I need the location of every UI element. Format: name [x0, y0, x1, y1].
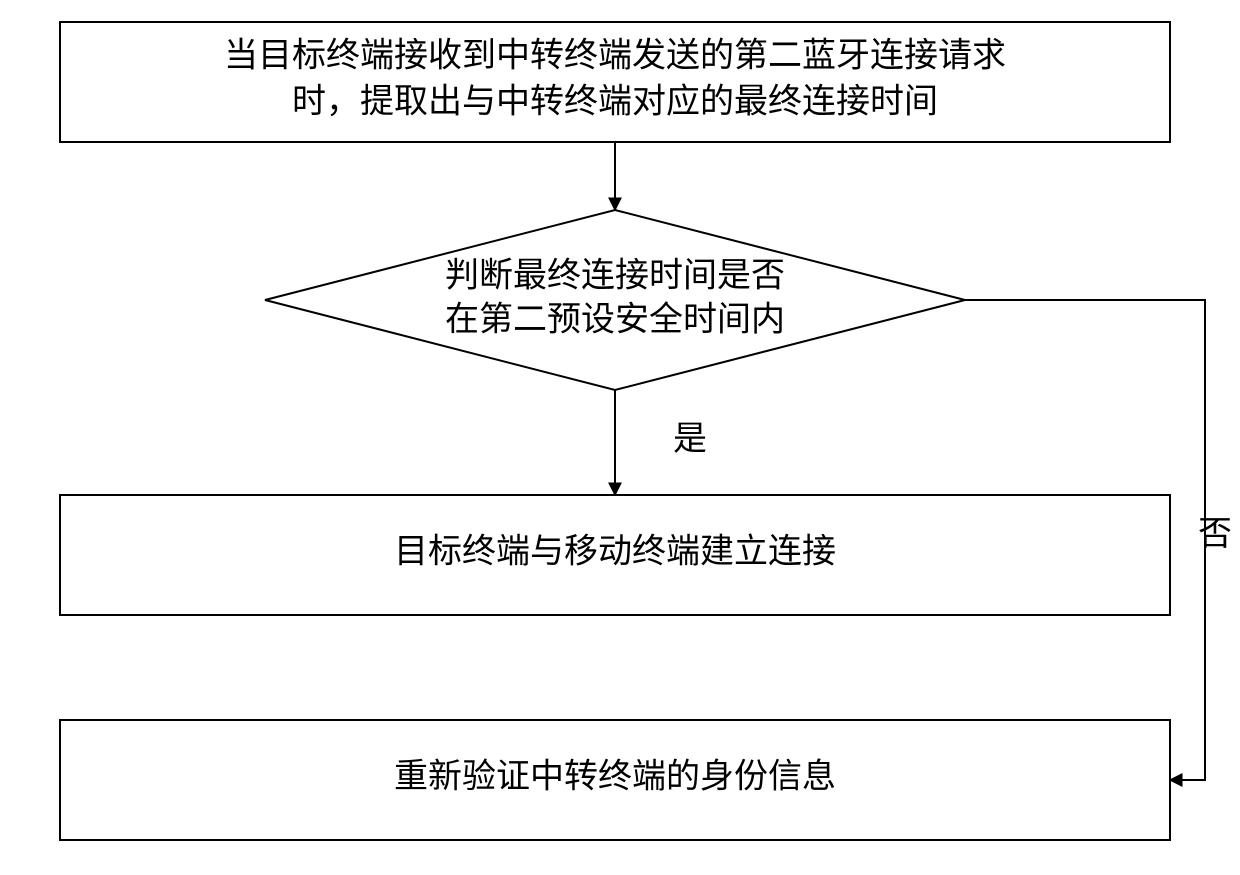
node-text-box1-l0: 当目标终端接收到中转终端发送的第二蓝牙连接请求	[224, 37, 1006, 75]
edge-label-e2: 是	[673, 421, 707, 458]
edge-label-e3: 否	[1198, 516, 1232, 553]
node-text-box3-l0: 重新验证中转终端的身份信息	[394, 758, 836, 796]
node-text-decision-l0: 判断最终连接时间是否	[445, 256, 785, 294]
node-text-decision-l1: 在第二预设安全时间内	[445, 301, 785, 339]
node-text-box2-l0: 目标终端与移动终端建立连接	[394, 533, 836, 571]
node-text-box1-l1: 时，提取出与中转终端对应的最终连接时间	[292, 83, 938, 121]
